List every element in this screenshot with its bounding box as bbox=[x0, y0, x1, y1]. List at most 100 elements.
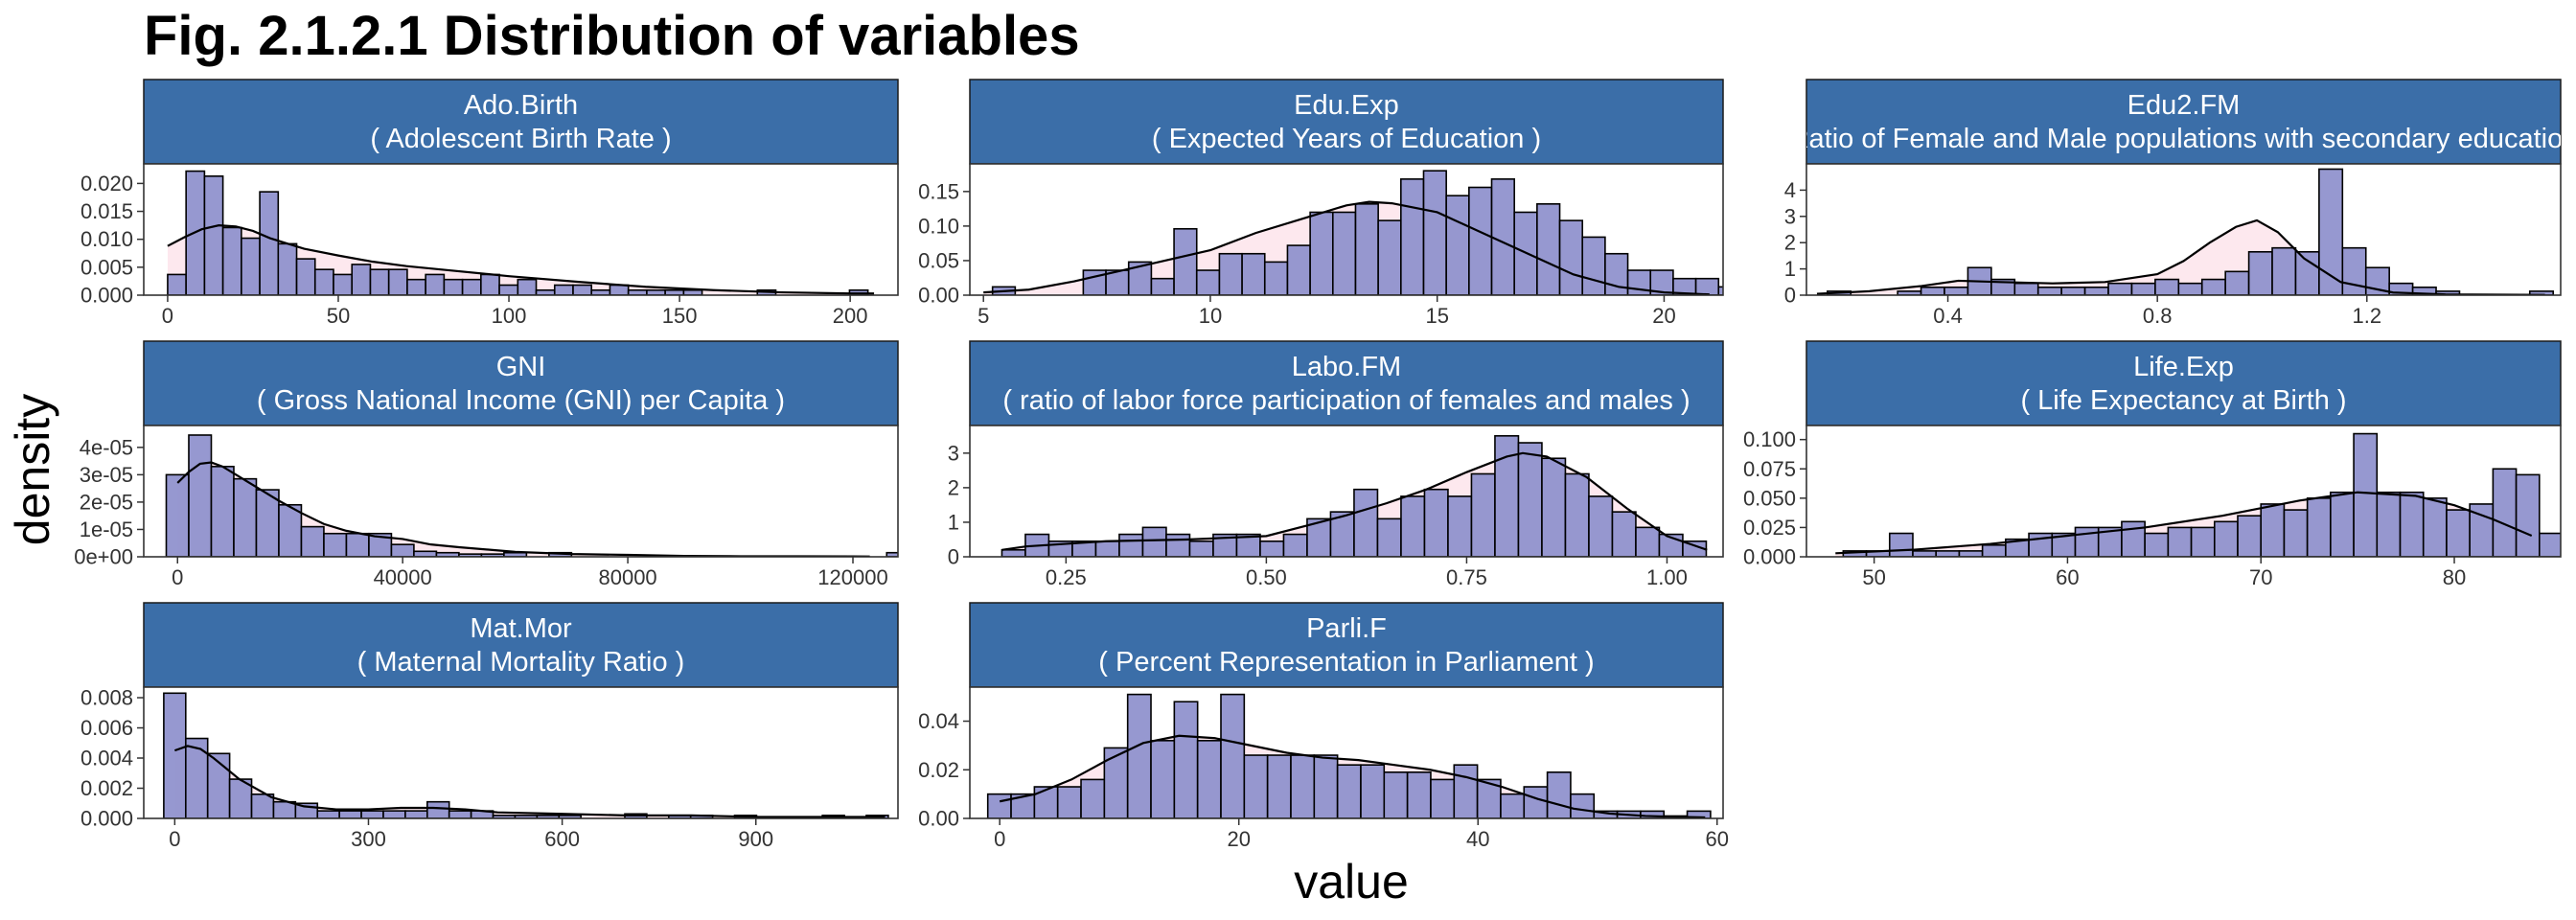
x-axis-label: value bbox=[1294, 855, 1409, 908]
histogram-bar bbox=[2318, 168, 2344, 295]
figure-title: Fig. 2.1.2.1 Distribution of variables bbox=[144, 5, 1080, 67]
histogram-bar bbox=[1103, 747, 1129, 818]
x-tick-label: 10 bbox=[1199, 304, 1222, 328]
x-tick-label: 300 bbox=[351, 827, 386, 851]
histogram-bar bbox=[2528, 290, 2554, 295]
histogram-bar bbox=[278, 503, 303, 557]
histogram-bar bbox=[572, 284, 593, 295]
panel-border bbox=[969, 686, 1724, 819]
y-tick-label: 1e-05 bbox=[80, 518, 133, 541]
histogram-bar bbox=[498, 284, 519, 295]
histogram-bar bbox=[1447, 495, 1473, 557]
histogram-bar bbox=[295, 258, 316, 295]
density-line bbox=[1816, 218, 2545, 295]
facet-edu2-fm: Edu2.FM( Ratio of Female and Male popula… bbox=[1784, 79, 2562, 328]
x-tick-label: 0.75 bbox=[1446, 565, 1487, 589]
histogram-bar bbox=[1383, 770, 1409, 818]
y-tick-label: 3e-05 bbox=[80, 463, 133, 487]
histogram-bar bbox=[1220, 693, 1246, 818]
histogram-bar bbox=[2130, 282, 2156, 295]
y-tick-label: 0.04 bbox=[918, 709, 959, 733]
density-line bbox=[1835, 491, 2533, 555]
histogram-bar bbox=[2492, 468, 2518, 557]
histogram-bar bbox=[2167, 526, 2193, 557]
histogram-bar bbox=[1500, 793, 1526, 818]
x-tick-label: 900 bbox=[738, 827, 773, 851]
histogram-bar bbox=[1056, 786, 1082, 818]
y-tick-label: 4e-05 bbox=[80, 435, 133, 459]
histogram-bar bbox=[1944, 286, 1969, 295]
histogram-bar bbox=[2515, 473, 2541, 557]
y-tick-label: 0.015 bbox=[80, 199, 133, 223]
histogram-bar bbox=[382, 810, 406, 818]
density-line bbox=[999, 734, 1706, 818]
histogram-bar bbox=[1523, 786, 1549, 818]
histogram-bar bbox=[1126, 693, 1152, 818]
x-tick-label: 60 bbox=[2056, 565, 2079, 589]
histogram-bar bbox=[259, 191, 280, 295]
histogram-bar bbox=[443, 278, 464, 295]
histogram-bar bbox=[203, 175, 224, 295]
histogram-bar bbox=[2306, 497, 2332, 557]
panel-border bbox=[1806, 425, 2562, 558]
x-tick-label: 0.4 bbox=[1933, 304, 1963, 328]
histogram-bar bbox=[2224, 270, 2250, 295]
histogram-bar bbox=[241, 237, 261, 295]
histogram-bar bbox=[167, 273, 187, 295]
x-tick-label: 80 bbox=[2443, 565, 2466, 589]
histogram-bar bbox=[404, 810, 428, 818]
y-tick-label: 3 bbox=[1784, 204, 1796, 228]
histogram-bar bbox=[2353, 432, 2379, 557]
y-tick-label: 0.000 bbox=[80, 807, 133, 831]
facet-strip-subtitle: ( Life Expectancy at Birth ) bbox=[2020, 385, 2346, 416]
histogram-bar bbox=[1118, 533, 1144, 557]
histogram-bar bbox=[1150, 277, 1175, 295]
histogram-bar bbox=[2200, 278, 2226, 295]
histogram-bar bbox=[986, 793, 1012, 818]
facet-ado-birth: Ado.Birth( Adolescent Birth Rate ) 0.000 0… bbox=[80, 79, 899, 328]
histogram-bar bbox=[250, 794, 275, 818]
histogram-bar bbox=[1517, 442, 1543, 557]
density-line bbox=[983, 200, 1710, 295]
histogram-bar bbox=[1313, 754, 1339, 818]
histogram-bar bbox=[1741, 279, 1764, 295]
y-tick-label: 1 bbox=[948, 510, 959, 534]
histogram-bar bbox=[1173, 701, 1199, 818]
x-tick-label: 0 bbox=[172, 565, 183, 589]
x-tick-label: 60 bbox=[1706, 827, 1729, 851]
histogram-bar bbox=[1935, 550, 1961, 557]
histogram-bar bbox=[1920, 286, 1945, 295]
histogram-bar bbox=[1423, 488, 1449, 557]
y-tick-label: 0.008 bbox=[80, 686, 133, 710]
panel-border bbox=[143, 686, 899, 819]
density-line bbox=[167, 224, 875, 295]
y-tick-label: 3 bbox=[948, 441, 959, 465]
histogram-bar bbox=[1717, 286, 1723, 295]
histogram-bar bbox=[1218, 252, 1243, 295]
x-tick-label: 50 bbox=[1862, 565, 1885, 589]
histogram-bar bbox=[2247, 250, 2273, 295]
histogram-bar bbox=[210, 466, 235, 557]
histogram-bar bbox=[425, 273, 446, 295]
x-tick-label: 40000 bbox=[374, 565, 432, 589]
y-tick-label: 0.002 bbox=[80, 776, 133, 800]
histogram-bar bbox=[1686, 810, 1712, 818]
histogram-bar bbox=[1165, 533, 1191, 557]
histogram-bar bbox=[316, 810, 340, 818]
histogram-bar bbox=[387, 268, 408, 295]
x-tick-label: 120000 bbox=[817, 565, 887, 589]
facet-strip-title: Parli.F bbox=[1306, 613, 1387, 644]
x-tick-label: 0.50 bbox=[1246, 565, 1287, 589]
histogram-bar bbox=[1243, 754, 1269, 818]
y-tick-label: 2 bbox=[948, 475, 959, 499]
facet-strip-subtitle: ( ratio of labor force participation of … bbox=[1002, 385, 1690, 416]
histogram-bar bbox=[369, 268, 390, 295]
histogram-bar bbox=[1336, 764, 1362, 818]
histogram-bar bbox=[313, 268, 334, 295]
histogram-bar bbox=[1400, 178, 1425, 295]
histogram-bar bbox=[1445, 195, 1470, 295]
histogram-bar bbox=[609, 284, 630, 295]
histogram-bar bbox=[1422, 170, 1447, 295]
histogram-bar bbox=[1406, 770, 1432, 818]
